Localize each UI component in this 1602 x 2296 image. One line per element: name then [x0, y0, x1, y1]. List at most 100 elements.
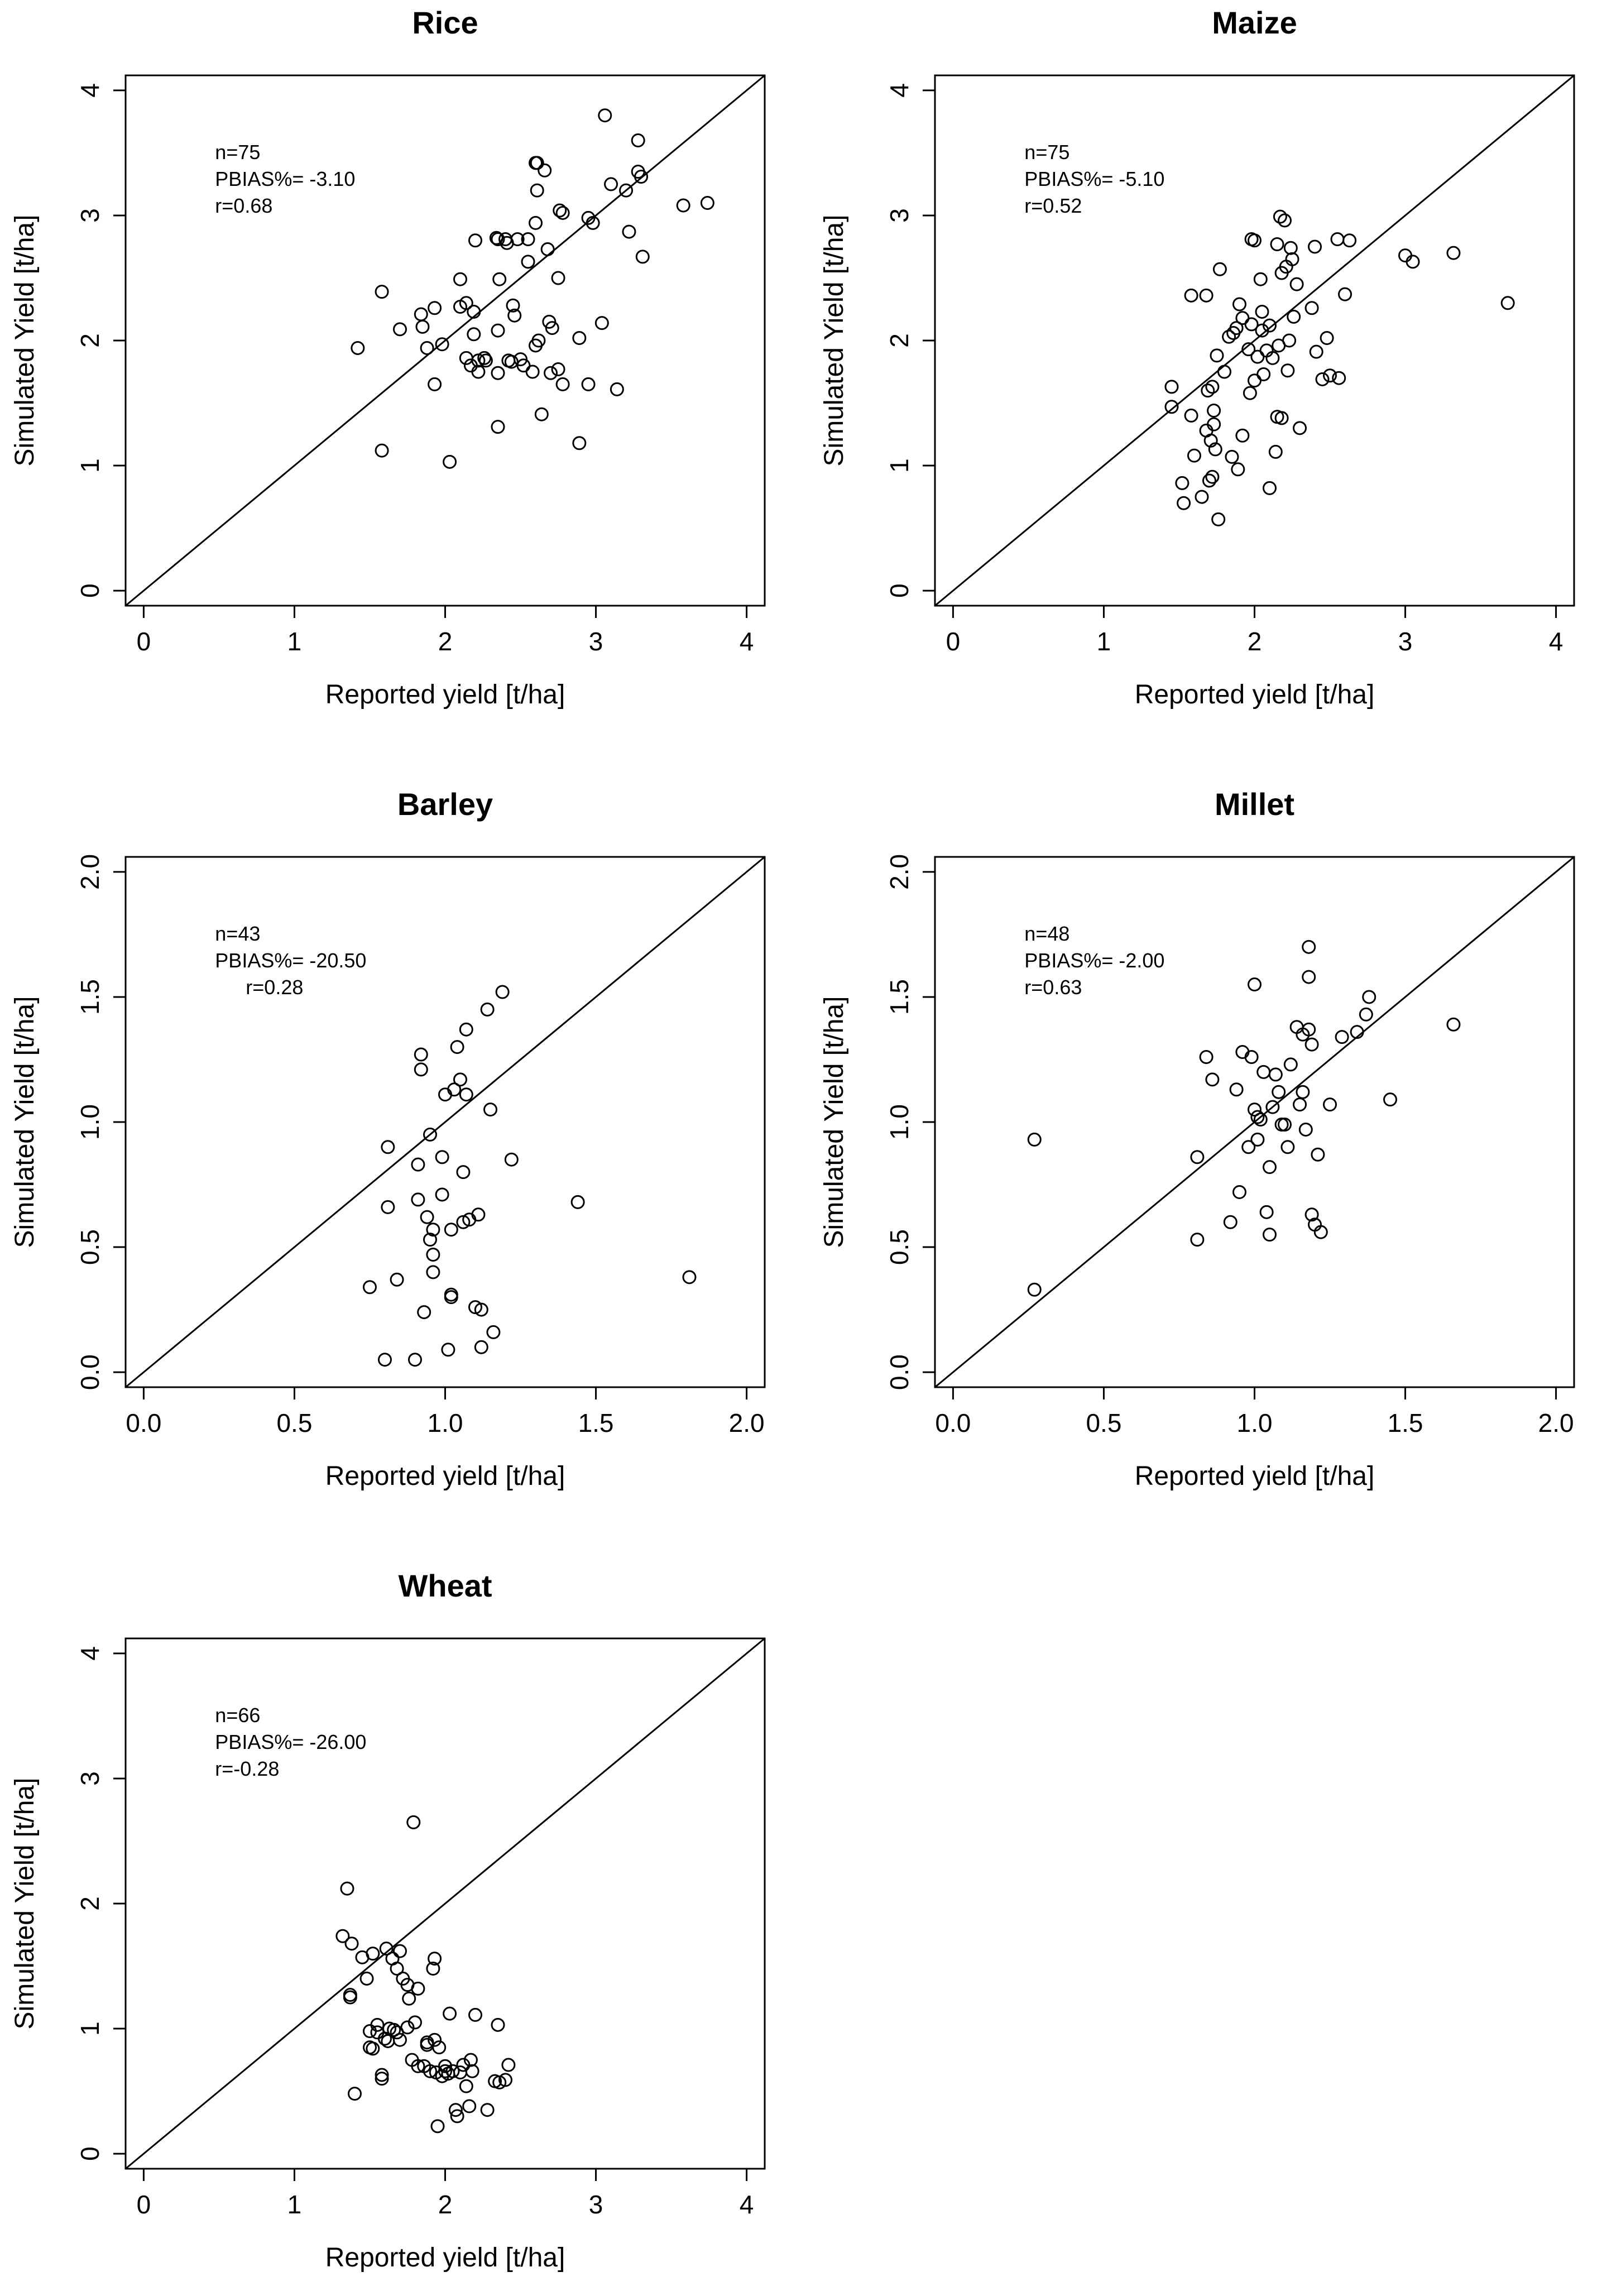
data-point: [453, 1072, 468, 1087]
data-point: [1232, 297, 1246, 311]
scatter-panel: Millet 0.0 0.5 1.0 1.5 2.0 0.0 0.5 1.0 1.5 2.0 Repo…: [819, 787, 1575, 1491]
x-axis-label: Reported yield [t/ha]: [325, 680, 565, 710]
data-point: [428, 2033, 442, 2047]
data-point: [551, 271, 565, 285]
data-point: [456, 1165, 471, 1180]
data-point: [1199, 288, 1214, 303]
data-point: [428, 1952, 442, 1966]
data-point: [340, 1881, 354, 1896]
data-point: [1406, 255, 1420, 269]
scatter-panel: Barley 0.0 0.5 1.0 1.5 2.0 0.0 0.5 1.0 1.5 2.0 Repo…: [10, 787, 766, 1491]
data-point: [1190, 1150, 1205, 1164]
stat-annotation: r=0.63: [1024, 976, 1082, 999]
data-point: [1208, 442, 1222, 457]
y-tick-label: 1: [75, 2021, 104, 2036]
data-point: [1241, 1140, 1256, 1154]
data-point: [471, 365, 486, 379]
data-point: [1330, 232, 1345, 247]
data-point: [1027, 1132, 1042, 1147]
data-point: [406, 1815, 421, 1829]
data-point: [1231, 462, 1245, 477]
x-tick-label: 1: [1097, 627, 1111, 656]
data-point: [1255, 304, 1269, 319]
data-point: [435, 1187, 449, 1202]
data-point: [634, 169, 649, 184]
data-point: [545, 321, 559, 335]
one-to-one-line: [934, 74, 1575, 607]
x-tick-label: 0.0: [935, 1408, 971, 1437]
data-point: [443, 2006, 457, 2021]
data-point: [375, 285, 389, 299]
stat-annotation: n=75: [1024, 141, 1069, 164]
data-point: [432, 2040, 447, 2055]
panel-title: Wheat: [399, 1568, 492, 1603]
data-point: [1273, 209, 1287, 224]
y-tick-label: 2: [75, 333, 104, 348]
x-tick-label: 0: [137, 627, 151, 656]
data-point: [402, 1991, 416, 2006]
x-axis-label: Reported yield [t/ha]: [1135, 680, 1375, 710]
data-point: [366, 2041, 380, 2056]
data-point: [700, 196, 714, 210]
data-point: [491, 232, 505, 247]
data-point: [1280, 363, 1295, 378]
y-tick-label: 2: [75, 1896, 104, 1911]
data-point: [459, 1022, 473, 1037]
data-point: [448, 2103, 463, 2117]
data-point: [542, 314, 557, 329]
data-point: [491, 323, 505, 338]
y-axis-label: Simulated Yield [t/ha]: [10, 1778, 40, 2030]
stat-annotation: PBIAS%= -20.50: [215, 949, 366, 972]
data-point: [604, 177, 618, 191]
data-point: [1272, 1085, 1286, 1099]
data-point: [1293, 1097, 1307, 1112]
y-axis-label: Simulated Yield [t/ha]: [819, 996, 849, 1248]
data-point: [622, 224, 636, 239]
data-point: [1202, 473, 1216, 488]
data-point: [1335, 1030, 1349, 1044]
panel-title: Rice: [412, 5, 478, 40]
data-point: [1241, 342, 1256, 357]
data-point: [1296, 1085, 1310, 1099]
data-point: [1446, 246, 1461, 260]
data-point: [381, 1140, 395, 1154]
data-point: [1274, 1117, 1289, 1132]
data-point: [468, 1300, 483, 1315]
data-point: [1207, 417, 1221, 432]
data-point: [631, 133, 645, 148]
data-point: [1278, 1117, 1292, 1132]
y-tick-label: 1.0: [75, 1104, 104, 1140]
data-point: [1212, 262, 1227, 276]
x-tick-label: 2.0: [1538, 1408, 1574, 1437]
data-point: [1446, 1017, 1461, 1032]
y-tick-label: 1: [885, 458, 914, 473]
data-point: [411, 2059, 425, 2073]
y-tick-label: 3: [75, 208, 104, 223]
data-point: [572, 436, 587, 450]
y-tick-label: 0.5: [885, 1229, 914, 1265]
data-point: [1217, 365, 1231, 379]
y-tick-label: 0: [885, 583, 914, 598]
data-point: [370, 2025, 385, 2040]
scatter-panel: Wheat 0 1 2 3 4 0 1 2 3 4 Reported yield [t/ha] Simu…: [10, 1568, 766, 2273]
y-tick-label: 4: [75, 1646, 104, 1661]
data-point: [504, 354, 519, 369]
data-point: [417, 1305, 431, 1320]
data-point: [635, 250, 650, 264]
data-point: [480, 2103, 495, 2117]
data-point: [1289, 277, 1304, 291]
y-tick-label: 0: [75, 583, 104, 598]
data-point: [1255, 323, 1269, 338]
data-point: [411, 1981, 425, 1996]
data-point: [375, 2068, 389, 2082]
data-point: [1308, 239, 1322, 254]
data-point: [506, 298, 520, 313]
data-point: [1263, 1228, 1277, 1242]
data-point: [441, 1343, 455, 1357]
data-point: [366, 1947, 380, 1961]
data-point: [572, 331, 587, 346]
data-point: [1253, 1113, 1268, 1127]
y-axis-label: Simulated Yield [t/ha]: [10, 996, 40, 1248]
y-tick-label: 3: [885, 208, 914, 223]
y-tick-label: 1: [75, 458, 104, 473]
